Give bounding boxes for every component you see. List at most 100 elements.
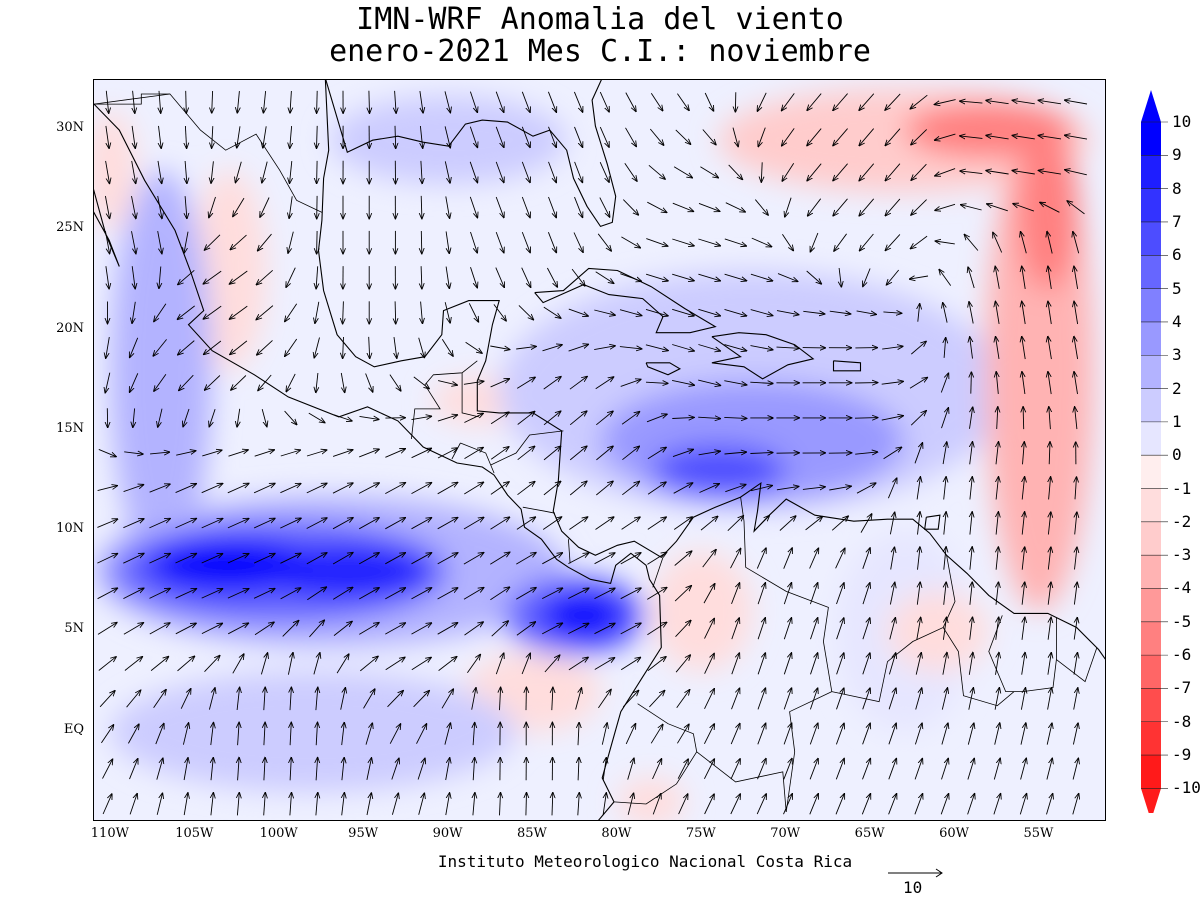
wind-vector xyxy=(986,171,1009,175)
wind-vector xyxy=(313,653,320,675)
wind-vector xyxy=(915,688,922,710)
color-bar-label: -6 xyxy=(1172,645,1192,665)
wind-vector xyxy=(863,268,871,287)
wind-vector xyxy=(102,759,113,779)
wind-vector xyxy=(621,517,641,530)
wind-vector xyxy=(209,408,216,427)
wind-vector xyxy=(282,621,299,637)
wind-vector xyxy=(750,453,773,454)
wind-vector xyxy=(704,689,715,709)
wind-vector xyxy=(159,90,161,113)
wind-vector xyxy=(595,517,614,530)
wind-vector xyxy=(836,583,845,605)
wind-vector xyxy=(389,724,400,744)
wind-vector xyxy=(418,337,425,358)
wind-vector xyxy=(647,201,667,212)
wind-vector xyxy=(968,267,975,289)
wind-vector xyxy=(445,266,449,289)
wind-vector xyxy=(700,516,718,531)
wind-vector xyxy=(411,518,432,530)
wind-vector xyxy=(1038,100,1062,105)
wind-vector xyxy=(996,372,998,394)
wind-vector xyxy=(444,723,451,745)
wind-vector xyxy=(253,518,275,529)
wind-vector xyxy=(782,233,793,251)
wind-vector xyxy=(316,722,317,746)
color-bar-segment xyxy=(1141,155,1161,190)
wind-vector xyxy=(1074,617,1077,640)
wind-vector xyxy=(574,161,583,183)
wind-vector xyxy=(888,688,896,710)
wind-vector xyxy=(836,688,844,710)
wind-vector xyxy=(411,657,431,671)
color-bar-segment xyxy=(1141,721,1161,756)
wind-vector xyxy=(574,126,583,147)
wind-vector xyxy=(1022,617,1025,640)
wind-vector xyxy=(437,448,457,459)
wind-vector xyxy=(647,517,667,530)
wind-vector xyxy=(996,582,999,605)
coastline xyxy=(711,332,815,380)
wind-vector xyxy=(541,623,562,635)
wind-vector xyxy=(445,196,450,218)
wind-vector xyxy=(573,232,583,253)
wind-vector xyxy=(129,759,138,780)
wind-vector xyxy=(915,653,921,675)
wind-vector xyxy=(970,582,972,605)
wind-vector xyxy=(704,794,715,815)
wind-vector xyxy=(621,236,640,248)
wind-vector xyxy=(253,589,275,599)
wind-vector xyxy=(601,723,607,745)
wind-vector xyxy=(229,270,248,284)
wind-vector xyxy=(809,758,818,780)
wind-vector xyxy=(186,90,187,113)
wind-vector xyxy=(1075,477,1077,500)
wind-vector xyxy=(888,758,897,780)
wind-vector xyxy=(700,166,718,178)
wind-vector xyxy=(490,517,510,530)
wind-vector xyxy=(568,623,589,635)
wind-vector xyxy=(516,346,536,349)
wind-vector xyxy=(340,372,344,393)
color-bar-label: 2 xyxy=(1172,378,1182,398)
wind-vector xyxy=(500,687,501,711)
wind-vector xyxy=(677,724,689,744)
wind-vector xyxy=(317,125,318,148)
wind-vector xyxy=(411,588,432,600)
wind-vector xyxy=(935,133,956,140)
wind-vector xyxy=(444,161,450,183)
wind-vector xyxy=(227,623,248,635)
wind-vector xyxy=(363,689,375,709)
wind-vector xyxy=(421,230,422,254)
wind-vector xyxy=(917,582,920,605)
wind-vector xyxy=(336,654,349,674)
wind-vector xyxy=(776,347,800,348)
wind-vector xyxy=(395,125,396,149)
wind-vector xyxy=(332,483,353,494)
wind-vector xyxy=(359,449,379,458)
wind-vector xyxy=(521,161,530,183)
wind-vector xyxy=(106,337,110,358)
wind-vector xyxy=(672,379,694,385)
wind-vector xyxy=(129,794,137,815)
wind-vector xyxy=(619,309,642,316)
wind-vector xyxy=(627,793,633,815)
wind-vector xyxy=(280,588,301,600)
country-border xyxy=(490,430,564,466)
wind-vector xyxy=(184,231,189,254)
wind-vector xyxy=(986,100,1009,105)
wind-vector xyxy=(910,276,929,279)
wind-vector xyxy=(910,235,928,249)
wind-vector xyxy=(672,273,694,281)
wind-vector xyxy=(203,305,222,319)
wind-vector xyxy=(599,91,609,112)
wind-vector xyxy=(237,687,240,711)
coastline xyxy=(94,188,120,267)
wind-vector xyxy=(620,588,641,600)
wind-vector xyxy=(805,517,823,531)
wind-vector xyxy=(674,551,692,566)
wind-vector xyxy=(185,196,187,219)
wind-vector xyxy=(914,794,923,815)
wind-vector xyxy=(132,125,135,148)
wind-vector xyxy=(543,481,561,496)
